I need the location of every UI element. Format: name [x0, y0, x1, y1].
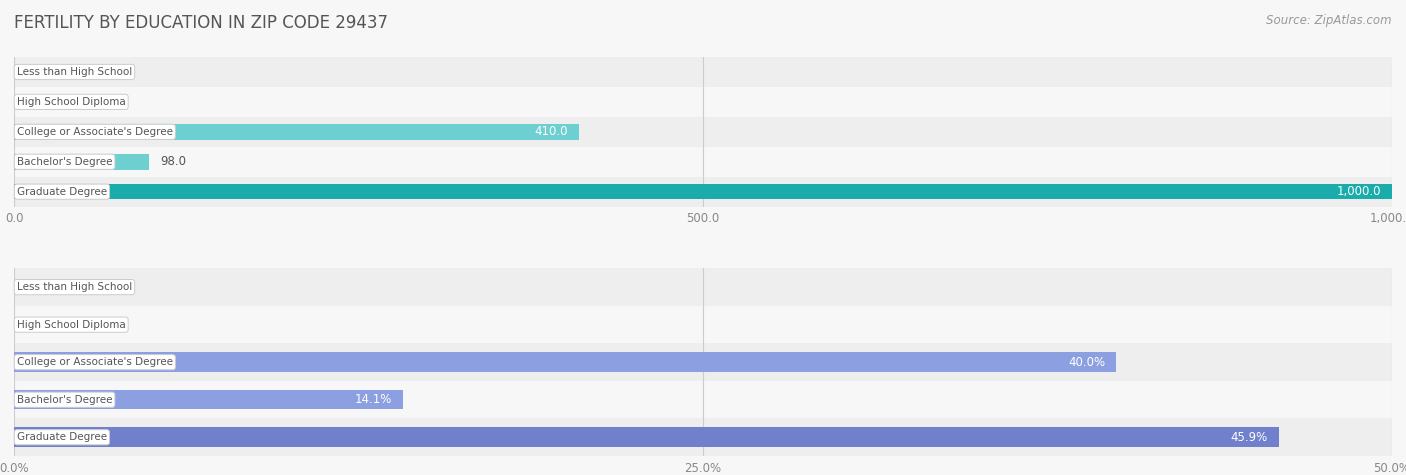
Text: Source: ZipAtlas.com: Source: ZipAtlas.com — [1267, 14, 1392, 27]
Bar — [14, 428, 1279, 447]
Text: Bachelor's Degree: Bachelor's Degree — [17, 395, 112, 405]
Text: High School Diploma: High School Diploma — [17, 320, 125, 330]
Bar — [14, 184, 1392, 200]
Text: 98.0: 98.0 — [160, 155, 186, 168]
Text: 0.0: 0.0 — [25, 95, 44, 108]
Text: 14.1%: 14.1% — [354, 393, 392, 406]
Bar — [14, 268, 1392, 306]
Text: College or Associate's Degree: College or Associate's Degree — [17, 127, 173, 137]
Text: High School Diploma: High School Diploma — [17, 97, 125, 107]
Text: FERTILITY BY EDUCATION IN ZIP CODE 29437: FERTILITY BY EDUCATION IN ZIP CODE 29437 — [14, 14, 388, 32]
Text: Graduate Degree: Graduate Degree — [17, 432, 107, 442]
Text: Less than High School: Less than High School — [17, 67, 132, 77]
Bar — [14, 418, 1392, 456]
Bar — [14, 381, 1392, 418]
Bar — [14, 306, 1392, 343]
Text: 40.0%: 40.0% — [1069, 356, 1105, 369]
Text: 1,000.0: 1,000.0 — [1337, 185, 1381, 198]
Text: Graduate Degree: Graduate Degree — [17, 187, 107, 197]
Text: 0.0%: 0.0% — [25, 281, 55, 294]
Bar — [14, 177, 1392, 207]
Bar — [14, 87, 1392, 117]
Bar — [14, 390, 402, 409]
Bar — [14, 124, 579, 140]
Bar — [14, 154, 149, 170]
Text: 410.0: 410.0 — [534, 125, 568, 138]
Bar — [14, 343, 1392, 381]
Text: 45.9%: 45.9% — [1230, 431, 1268, 444]
Text: 0.0%: 0.0% — [25, 318, 55, 331]
Text: College or Associate's Degree: College or Associate's Degree — [17, 357, 173, 367]
Text: Less than High School: Less than High School — [17, 282, 132, 292]
Text: 0.0: 0.0 — [25, 66, 44, 78]
Text: Bachelor's Degree: Bachelor's Degree — [17, 157, 112, 167]
Bar — [14, 147, 1392, 177]
Bar — [14, 57, 1392, 87]
Bar — [14, 352, 1116, 372]
Bar — [14, 117, 1392, 147]
